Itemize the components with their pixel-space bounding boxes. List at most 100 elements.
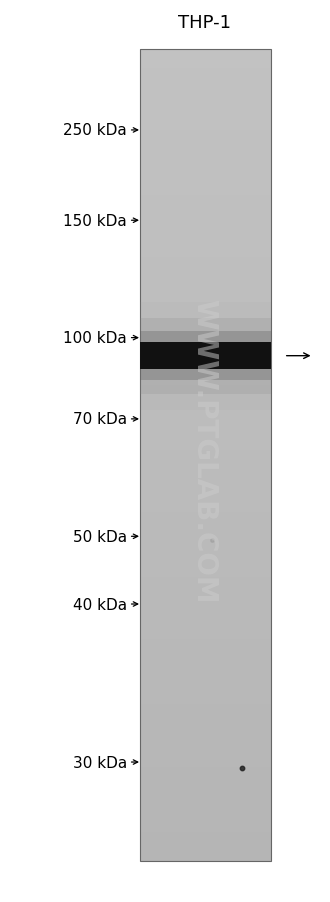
Bar (140, 207, 271, 209)
Bar (140, 420, 271, 423)
Bar (140, 139, 271, 142)
Bar (140, 523, 271, 526)
Bar (140, 520, 271, 523)
Bar (140, 502, 271, 504)
Bar (140, 77, 271, 79)
Bar (140, 161, 271, 163)
Bar (140, 104, 271, 106)
Bar (140, 261, 271, 263)
Bar (140, 642, 271, 645)
Bar (140, 732, 271, 734)
Bar (140, 558, 271, 561)
Bar (140, 174, 271, 177)
Bar (140, 840, 271, 842)
Bar (140, 575, 271, 577)
Bar (140, 783, 271, 786)
Bar (140, 810, 271, 813)
Bar (140, 266, 271, 269)
Bar (140, 282, 271, 285)
Bar (140, 664, 271, 667)
Bar (140, 572, 271, 575)
Bar (140, 269, 271, 272)
Bar (140, 299, 271, 301)
Bar (140, 788, 271, 791)
Bar (140, 301, 271, 304)
Bar (140, 193, 271, 196)
Text: 50 kDa: 50 kDa (73, 529, 127, 544)
Bar (140, 106, 271, 109)
Bar (140, 280, 271, 282)
Bar (140, 66, 271, 69)
Bar (140, 834, 271, 837)
Bar (140, 769, 271, 772)
Bar (140, 377, 271, 380)
Text: 250 kDa: 250 kDa (63, 124, 127, 138)
Bar (140, 602, 271, 604)
Bar (140, 526, 271, 529)
Bar (140, 353, 271, 355)
Bar (140, 832, 271, 834)
Bar (140, 182, 271, 185)
Bar (140, 772, 271, 775)
Bar (140, 748, 271, 750)
Bar (140, 550, 271, 553)
Bar (140, 499, 271, 502)
Bar (140, 302, 271, 410)
Bar (140, 428, 271, 431)
Bar (140, 618, 271, 621)
Bar (140, 661, 271, 664)
Bar (140, 488, 271, 491)
Bar (140, 658, 271, 661)
Bar (140, 253, 271, 255)
Bar (140, 745, 271, 748)
Bar (140, 58, 271, 60)
Bar (140, 583, 271, 585)
Bar (140, 155, 271, 158)
Bar (140, 247, 271, 250)
Bar (140, 131, 271, 133)
Bar (140, 71, 271, 74)
Bar (140, 312, 271, 315)
Bar (140, 564, 271, 566)
Bar (140, 423, 271, 426)
Bar (140, 637, 271, 640)
Bar (140, 188, 271, 190)
Bar (140, 786, 271, 788)
Bar (140, 412, 271, 415)
Bar (140, 93, 271, 96)
Text: THP-1: THP-1 (178, 14, 231, 32)
Bar (140, 296, 271, 299)
Bar (140, 799, 271, 802)
Bar (140, 142, 271, 144)
Bar (140, 853, 271, 856)
Bar (140, 226, 271, 228)
Bar (140, 342, 271, 345)
Bar (140, 196, 271, 198)
Bar (140, 688, 271, 691)
Bar (140, 656, 271, 658)
Bar (140, 531, 271, 534)
Bar (140, 821, 271, 824)
Bar (140, 87, 271, 90)
Bar (140, 691, 271, 694)
Bar (140, 133, 271, 136)
Bar (140, 842, 271, 845)
Bar (140, 580, 271, 583)
Bar (140, 645, 271, 648)
Bar (140, 204, 271, 207)
Bar (140, 756, 271, 759)
Bar (140, 534, 271, 537)
Bar (140, 255, 271, 258)
Bar (140, 491, 271, 493)
Bar (140, 780, 271, 783)
Bar (140, 764, 271, 767)
Bar (140, 640, 271, 642)
Bar (140, 334, 271, 336)
Bar (140, 439, 271, 442)
Bar (140, 250, 271, 253)
Bar (140, 802, 271, 805)
Bar (140, 212, 271, 215)
Bar (140, 604, 271, 607)
Bar (140, 761, 271, 764)
Bar (140, 591, 271, 594)
